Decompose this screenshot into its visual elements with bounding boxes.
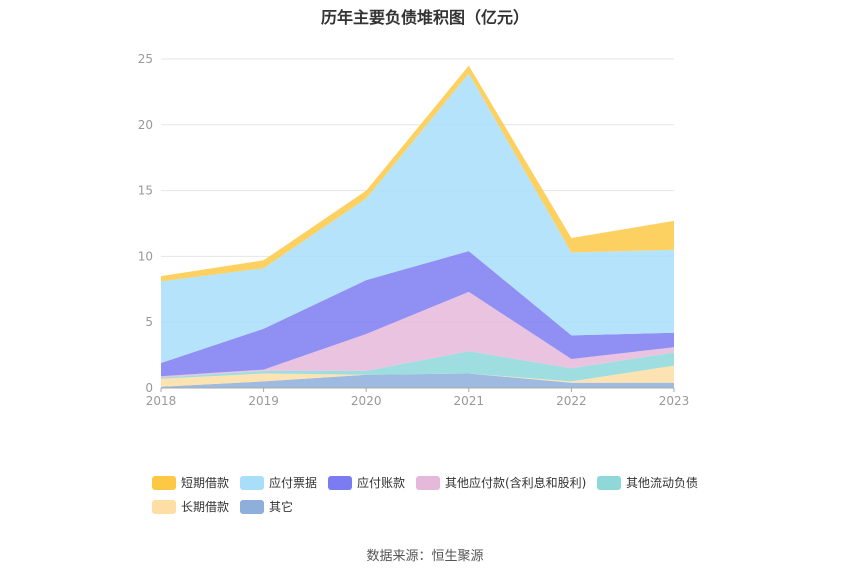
legend-label: 其它 [269,500,294,514]
x-tick-label: 2019 [248,394,279,408]
area-series [161,351,674,382]
legend-item-accounts-payable[interactable]: 应付账款 [328,474,405,491]
legend-item-short-term-loans[interactable]: 短期借款 [152,474,229,491]
x-tick-label: 2021 [454,394,485,408]
y-tick-label: 20 [138,118,153,132]
legend-swatch [240,475,264,490]
area-series [161,291,674,378]
area-series [161,73,674,363]
legend-swatch [152,499,176,514]
legend-swatch [597,475,621,490]
legend-item-long-term-loans[interactable]: 长期借款 [152,498,229,515]
y-tick-label: 5 [145,315,153,329]
y-tick-label: 15 [138,184,153,198]
legend-label: 其他流动负债 [626,476,699,490]
legend-label: 应付账款 [357,476,406,490]
x-tick-label: 2020 [351,394,382,408]
legend-label: 短期借款 [181,476,230,490]
x-tick-label: 2018 [146,394,177,408]
x-tick-label: 2022 [556,394,587,408]
legend-label: 长期借款 [181,500,230,514]
chart-title: 历年主要负债堆积图（亿元） [320,8,529,27]
area-series [161,373,674,388]
legend-swatch [240,499,264,514]
legend-item-other-current-liabilities[interactable]: 其他流动负债 [597,474,698,491]
y-tick-label: 10 [138,249,153,263]
legend-item-notes-payable[interactable]: 应付票据 [240,474,317,491]
legend-swatch [328,475,352,490]
legend-item-other-payables[interactable]: 其他应付款(含利息和股利) [416,474,586,491]
area-series [161,365,674,387]
legend-label: 其他应付款(含利息和股利) [445,476,587,490]
legend-item-other[interactable]: 其它 [240,498,293,515]
legend-swatch [416,475,440,490]
legend-label: 应付票据 [269,476,318,490]
data-source-note: 数据来源：恒生聚源 [366,549,484,564]
y-tick-label: 0 [145,381,153,395]
area-series [161,251,674,377]
x-tick-label: 2023 [659,394,690,408]
legend-swatch [152,475,176,490]
y-tick-label: 25 [138,52,153,66]
